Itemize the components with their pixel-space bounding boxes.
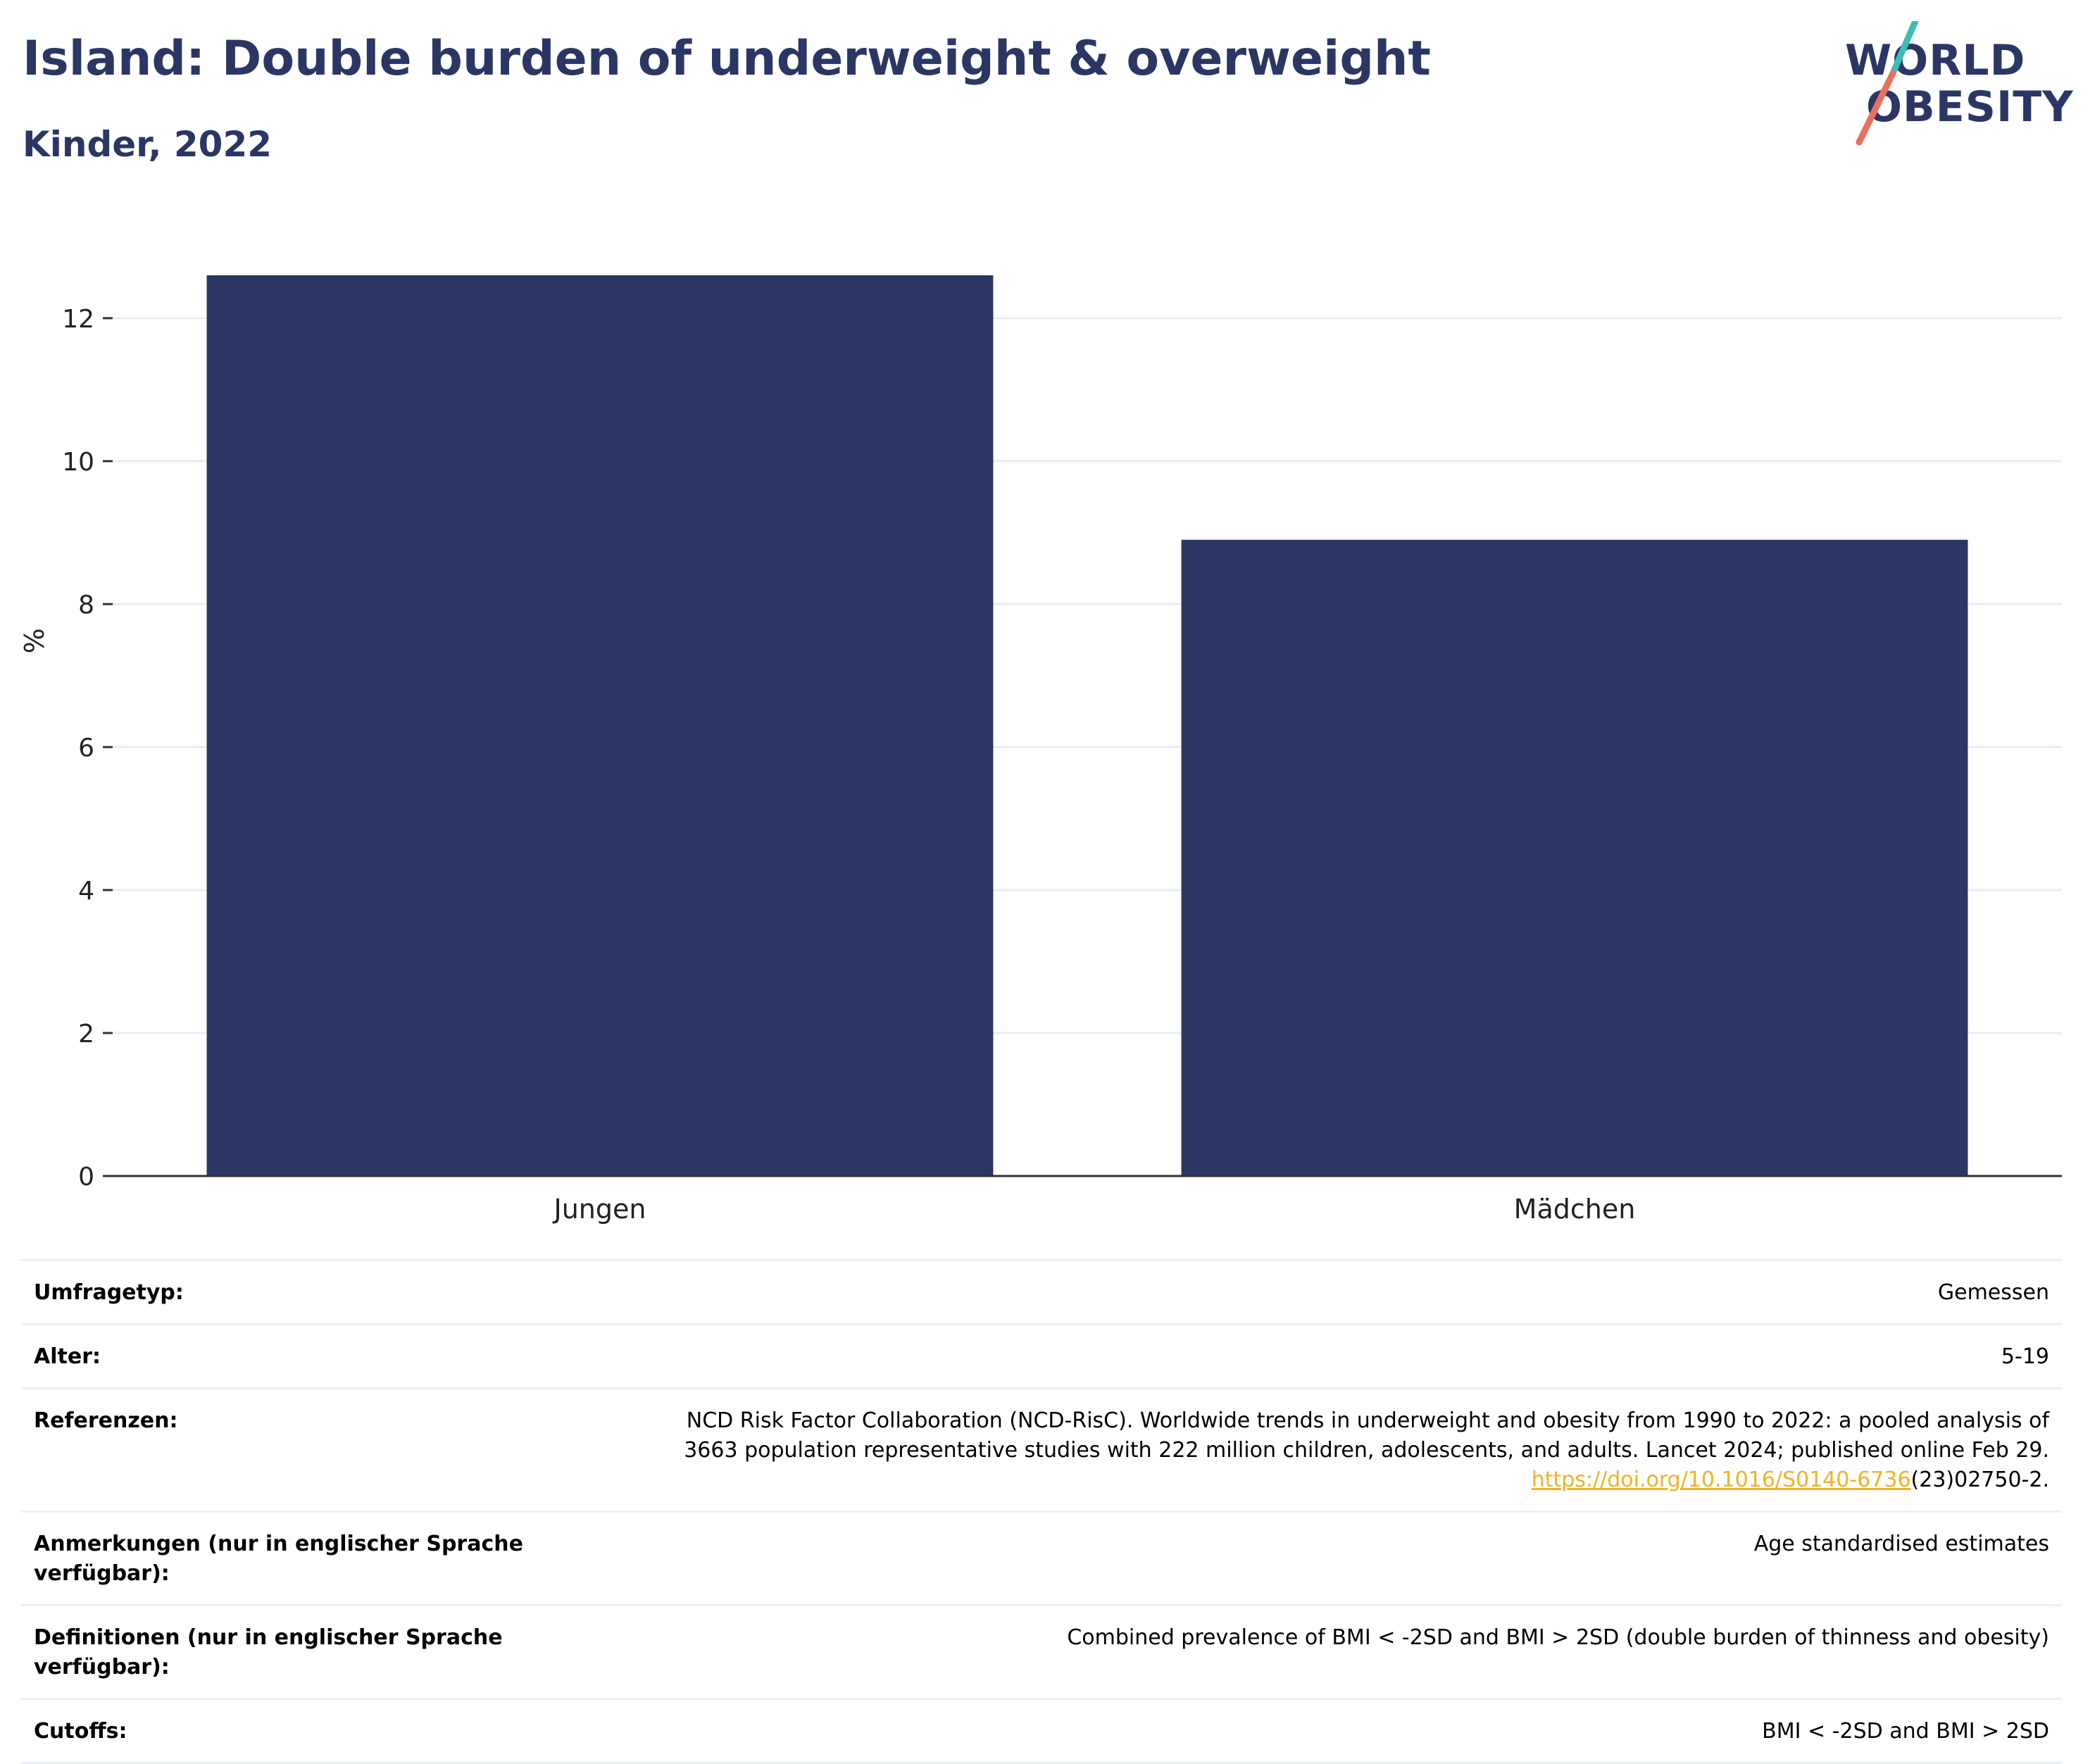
meta-label-cutoffs: Cutoffs: [34,1719,127,1744]
x-tick-label: Jungen [553,1194,646,1225]
meta-label-age: Alter: [34,1344,101,1369]
meta-value-notes: Age standardised estimates [1753,1532,2049,1556]
y-tick-label: 2 [78,1020,94,1049]
meta-row-cutoffs: Cutoffs: BMI < -2SD and BMI > 2SD [21,1698,2062,1764]
y-tick-label: 6 [78,734,94,763]
chart-subtitle: Kinder, 2022 [23,124,273,165]
meta-value-references: NCD Risk Factor Collaboration (NCD-RisC)… [684,1406,2049,1495]
meta-value-age: 5-19 [2001,1344,2049,1369]
x-axis-ticks: Jungen Mädchen [553,1194,1636,1225]
meta-value-definitions: Combined prevalence of BMI < -2SD and BM… [1067,1625,2049,1650]
logo-slash-icon [1856,21,1919,146]
bars [206,275,1968,1177]
y-tick-label: 8 [78,591,94,620]
meta-row-notes: Anmerkungen (nur in englischer Sprache v… [21,1510,2062,1604]
x-tick-label: Mädchen [1514,1194,1636,1225]
doi-link[interactable]: https://doi.org/10.1016/S0140-6736 [1531,1468,1911,1492]
reference-line-2: 3663 population representative studies w… [684,1438,2049,1463]
meta-label-survey: Umfragetyp: [34,1280,184,1305]
metadata-table: Umfragetyp: Gemessen Alter: 5-19 Referen… [21,1259,2062,1764]
y-tick-label: 0 [78,1163,94,1191]
logo-line-1: WORLD [1845,36,2026,85]
meta-row-definitions: Definitionen (nur in englischer Sprache … [21,1604,2062,1698]
y-axis-label: % [19,628,50,653]
y-tick-label: 4 [78,877,94,906]
bar-1[interactable] [1181,539,1968,1176]
reference-line-1: NCD Risk Factor Collaboration (NCD-RisC)… [686,1408,2049,1433]
y-axis-ticks: 0 2 4 6 8 10 12 [62,305,113,1191]
meta-label-definitions: Definitionen (nur in englischer Sprache … [34,1625,503,1679]
meta-row-survey: Umfragetyp: Gemessen [21,1259,2062,1323]
meta-row-age: Alter: 5-19 [21,1323,2062,1387]
doi-suffix: (23)02750-2. [1910,1468,2049,1492]
bar-0[interactable] [206,275,994,1177]
meta-row-references: Referenzen: NCD Risk Factor Collaboratio… [21,1387,2062,1510]
bar-chart: 0 2 4 6 8 10 12 Jungen Mädchen % [19,275,2062,1225]
y-tick-label: 12 [62,305,94,334]
meta-label-references: Referenzen: [34,1408,178,1433]
logo-line-2: OBESITY [1866,82,2074,132]
world-obesity-logo[interactable]: WORLD OBESITY [1845,21,2073,148]
meta-value-cutoffs: BMI < -2SD and BMI > 2SD [1762,1719,2049,1744]
meta-label-notes: Anmerkungen (nur in englischer Sprache v… [34,1532,523,1586]
y-tick-label: 10 [62,448,94,477]
chart-title: Island: Double burden of underweight & o… [23,31,1431,87]
meta-value-survey: Gemessen [1937,1280,2049,1305]
